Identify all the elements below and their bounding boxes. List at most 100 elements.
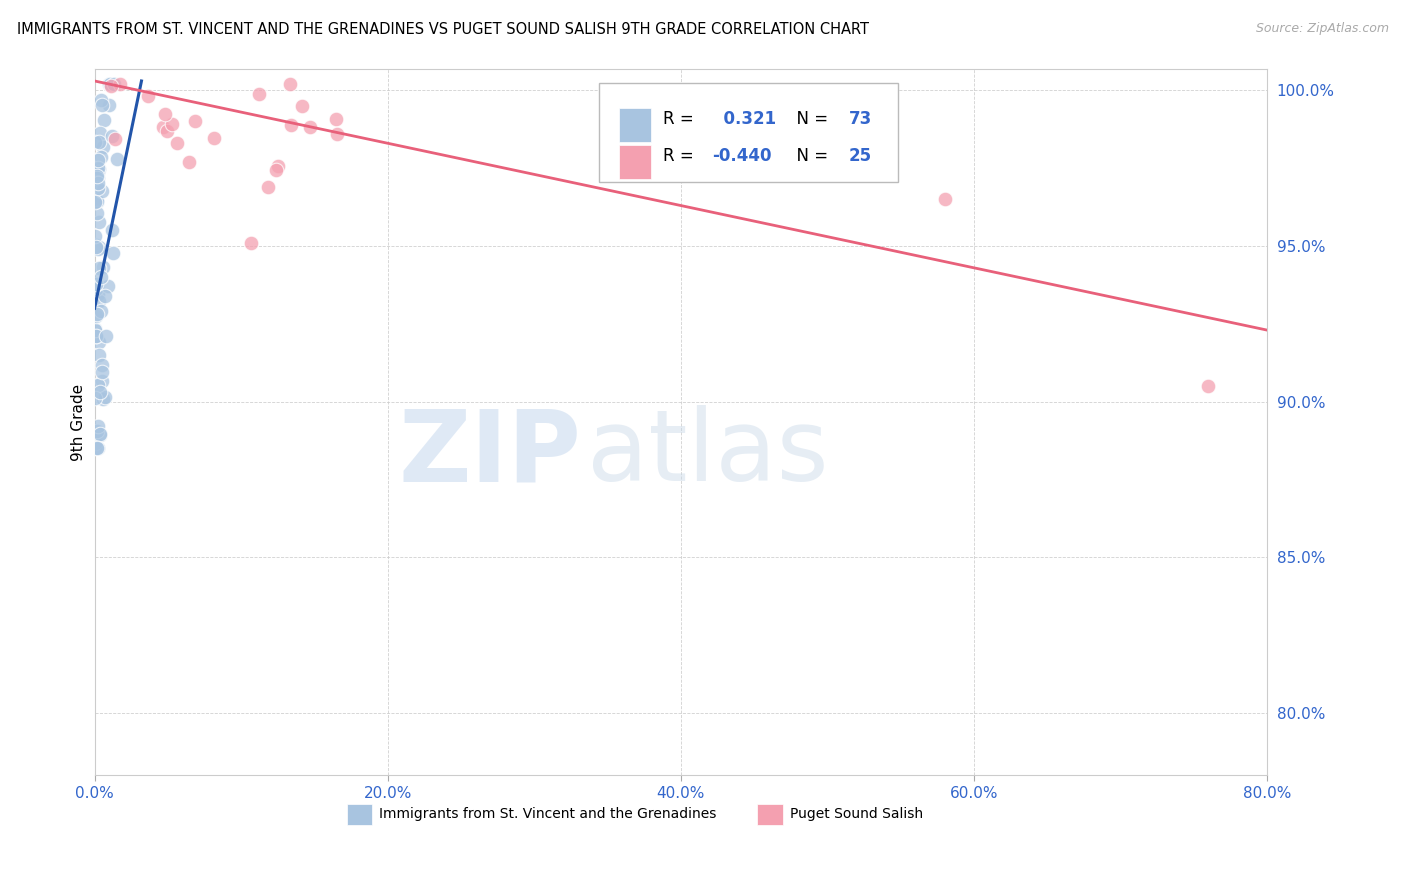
Point [264,163,287,178]
Point [93,113,115,128]
Point [84,277,107,291]
Text: 73: 73 [848,111,872,128]
Point [100,129,122,144]
Point [280,77,302,91]
Point [84,391,107,405]
Point [93,140,115,154]
Point [86,425,108,439]
Point [87,136,110,150]
Point [84,228,107,243]
Point [326,127,349,141]
Point [90,365,112,379]
Point [86,194,108,209]
Point [84,195,107,210]
Point [87,242,110,256]
FancyBboxPatch shape [619,108,651,142]
Point [136,89,159,103]
Point [87,348,110,362]
Point [89,161,111,176]
Point [101,245,124,260]
Point [105,152,128,166]
Point [87,171,110,186]
Point [155,107,177,121]
Point [166,136,188,150]
Point [89,126,111,140]
Point [91,358,114,372]
Point [91,260,114,274]
Point [162,117,184,131]
Point [89,428,111,442]
Point [86,328,108,343]
Point [86,169,108,183]
Point [87,378,110,392]
Point [97,97,120,112]
Point [86,194,108,209]
Y-axis label: 9th Grade: 9th Grade [72,384,86,460]
Point [94,288,117,302]
Point [156,124,179,138]
Point [97,77,120,91]
Text: Immigrants from St. Vincent and the Grenadines: Immigrants from St. Vincent and the Gren… [380,807,717,822]
Point [87,334,110,349]
Point [87,153,110,168]
Point [86,177,108,191]
Point [94,328,117,343]
Point [87,287,110,301]
Text: 0.321: 0.321 [713,111,776,128]
Text: Source: ZipAtlas.com: Source: ZipAtlas.com [1256,22,1389,36]
Text: N =: N = [786,111,834,128]
Point [91,392,114,407]
Point [84,310,107,324]
Point [104,132,127,146]
Point [84,323,107,337]
Point [256,180,278,194]
Point [98,77,121,91]
Text: ZIP: ZIP [398,405,581,502]
Point [87,240,110,254]
Point [267,159,290,173]
Point [86,282,108,296]
Point [87,294,110,309]
Text: N =: N = [786,147,834,165]
Text: -0.440: -0.440 [713,147,772,165]
Point [280,119,302,133]
Point [87,260,110,275]
Point [103,77,125,91]
Point [84,240,107,254]
Point [247,87,270,102]
Point [298,120,321,135]
Point [90,93,112,107]
FancyBboxPatch shape [599,83,897,182]
Point [87,181,110,195]
Point [101,223,124,237]
Point [90,303,112,318]
Text: atlas: atlas [588,405,828,502]
Point [86,205,108,219]
Text: R =: R = [664,111,699,128]
Point [94,390,117,404]
Point [934,192,956,206]
Point [177,155,200,169]
Point [91,374,114,388]
Point [1197,379,1219,393]
Point [84,136,107,150]
Point [84,322,107,336]
Text: 25: 25 [848,147,872,165]
FancyBboxPatch shape [756,804,783,825]
Point [87,161,110,175]
Point [108,77,131,91]
FancyBboxPatch shape [347,804,373,825]
Point [84,442,107,456]
Point [291,99,314,113]
Text: R =: R = [664,147,699,165]
Point [84,238,107,252]
Point [239,236,262,251]
Point [89,427,111,442]
Point [202,131,225,145]
Point [87,442,110,456]
FancyBboxPatch shape [619,145,651,178]
Point [91,184,114,198]
Point [97,279,120,293]
Point [90,97,112,112]
Point [84,328,107,343]
